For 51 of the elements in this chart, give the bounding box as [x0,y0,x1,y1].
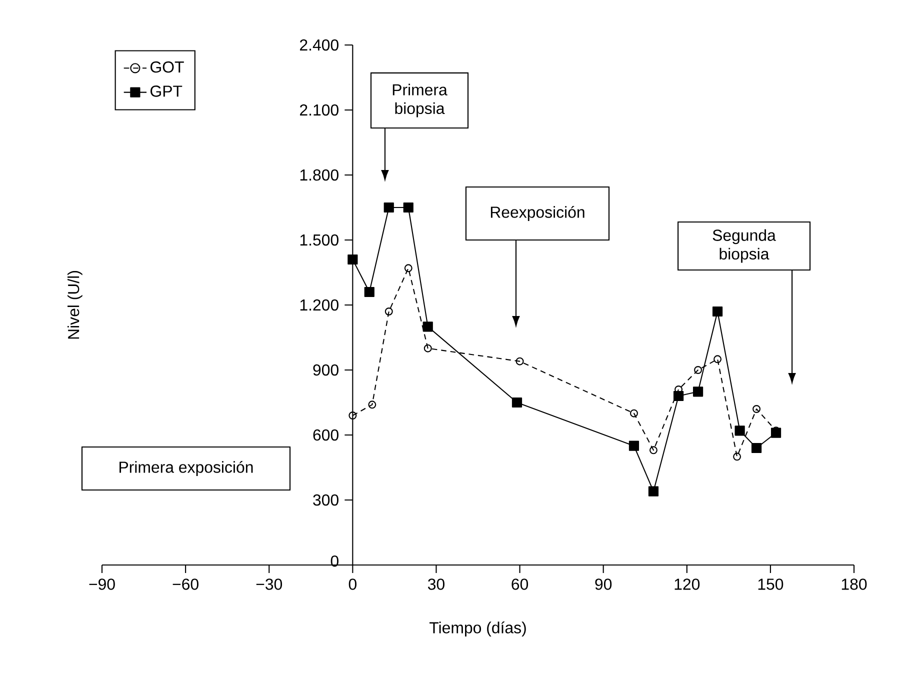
y-axis-title: Nivel (U/l) [68,271,82,339]
point [422,322,433,332]
y-tick-label: 300 [313,494,338,506]
x-tick-label: 120 [674,578,700,590]
point [348,412,357,420]
x-tick-label: −60 [172,578,198,590]
point [751,442,762,454]
point [384,308,393,316]
point [714,355,722,364]
point [364,286,374,298]
legend-label: GOT [150,61,184,73]
y-tick-label: 2.400 [300,39,338,51]
point [734,426,745,436]
y-tick-label: 1.200 [300,299,338,311]
point [348,254,358,265]
x-tick-label: 180 [842,578,867,590]
point [733,452,742,461]
point [630,409,638,418]
point [404,264,412,272]
x-tick-label: 150 [758,578,784,590]
x-tick-label: 90 [595,578,612,590]
annotation: Reexposición [490,206,584,222]
x-tick-label: −90 [89,578,115,590]
annotation: Primera exposición [120,460,253,476]
point [752,405,761,413]
point [692,386,704,397]
x-tick-label: 30 [428,578,444,590]
y-tick-label: 1.800 [300,169,338,181]
x-tick-label: 60 [512,578,528,590]
y-tick-label: 600 [313,429,338,441]
point [384,202,394,213]
point [673,390,684,402]
legend-label: GPT [150,86,182,97]
point [516,357,524,366]
annotation: Segunda biopsia [712,229,776,263]
x-axis-title: Tiempo (días) [429,621,526,637]
x-tick-label: 0 [348,578,356,590]
point [424,344,432,352]
point [712,306,723,317]
y-tick-label: 2.100 [300,104,338,116]
point [694,366,702,374]
point [403,202,414,213]
x-tick-label: −30 [256,578,282,590]
point [649,446,658,454]
annotation: Primera biopsia [392,84,448,118]
point [628,440,640,451]
point [512,397,522,408]
point [648,486,659,496]
point [368,400,376,409]
y-tick-label: 1.500 [300,234,338,246]
y-tick-label: 900 [313,364,338,376]
